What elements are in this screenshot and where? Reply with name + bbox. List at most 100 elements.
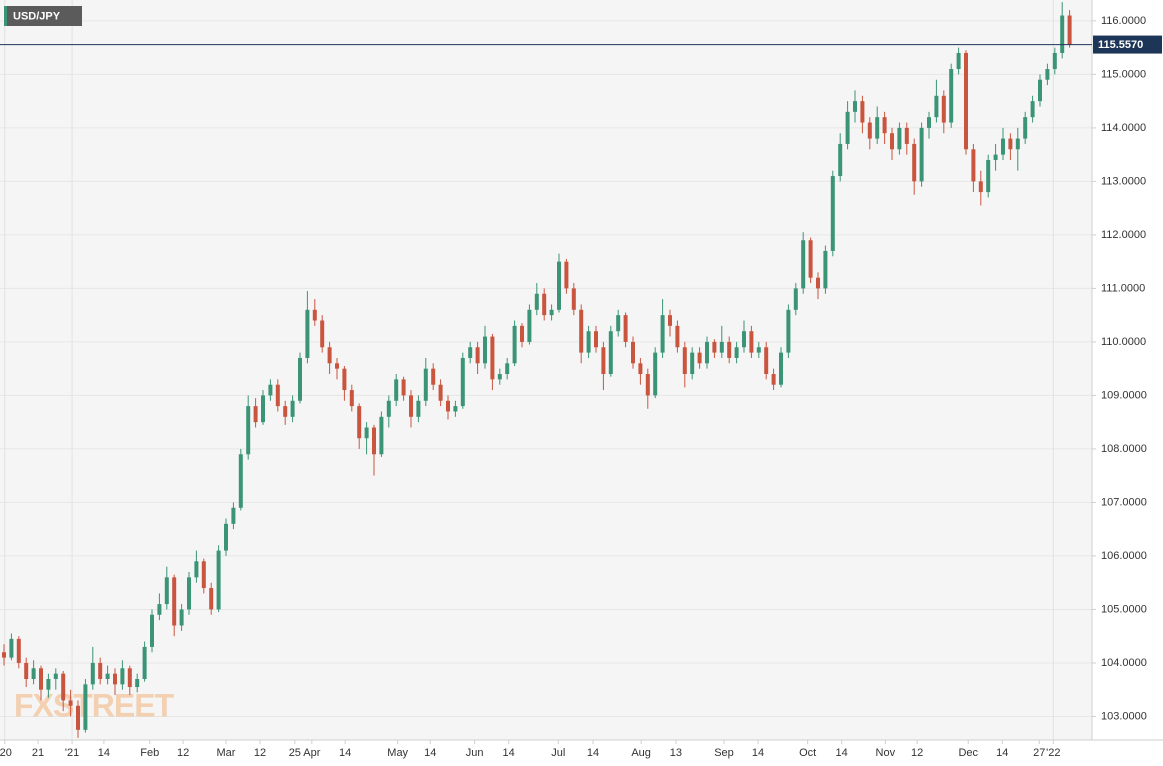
candle-body [594, 331, 598, 348]
candle-body [179, 609, 184, 626]
x-tick-label: Mar [217, 747, 236, 759]
candle-body [1030, 101, 1035, 118]
candle-body [616, 315, 621, 332]
x-tick-label: Oct [799, 747, 816, 759]
candle-body [786, 309, 791, 353]
candle-body [549, 309, 554, 316]
candle-body [113, 673, 117, 685]
axes: 103.0000 104.0000 105.0000 106.0000 107.0000… [0, 15, 1162, 759]
candle-body [682, 347, 687, 375]
y-tick-label: 103.0000 [1101, 710, 1147, 722]
candle-body [801, 240, 806, 289]
x-tick-label: 14 [424, 747, 436, 759]
x-tick-label: 12 [177, 747, 189, 759]
candle-body [431, 368, 436, 385]
y-tick-label: 109.0000 [1101, 389, 1147, 401]
candle-body [490, 336, 495, 380]
candle-body [335, 363, 339, 369]
candle-body [727, 341, 732, 358]
candle-body [668, 315, 672, 326]
candle-body [1060, 15, 1065, 53]
candle-body [475, 347, 480, 364]
candle-body [172, 577, 177, 626]
x-tick-label: '20 [0, 747, 12, 759]
candle-body [379, 416, 384, 455]
candle-body [209, 588, 214, 610]
candle-body [1045, 69, 1050, 80]
last-price-box [1093, 35, 1162, 54]
candle-body [838, 143, 843, 177]
candle-body [816, 277, 820, 289]
candle-body [468, 347, 473, 358]
x-tick-label: Nov [876, 747, 896, 759]
candle-body [830, 176, 835, 251]
candle-body [978, 181, 983, 193]
candle-body [712, 341, 717, 353]
candle-body [246, 406, 251, 455]
x-tick-label: Feb [140, 747, 159, 759]
candle-body [505, 363, 510, 375]
candle-body [98, 662, 103, 680]
candle-body [534, 293, 539, 310]
candle-body [742, 331, 746, 348]
candle-body [268, 384, 273, 396]
candle-body [690, 352, 695, 375]
x-tick-label: Aug [631, 747, 651, 759]
candle-body [734, 347, 739, 358]
candle-body [1015, 138, 1020, 150]
candle-body [608, 331, 613, 375]
candle-body [275, 384, 280, 407]
candle-body [364, 427, 369, 439]
candle-body [956, 52, 961, 70]
candle-body [342, 368, 347, 391]
candle-body [653, 352, 658, 396]
candle-body [623, 315, 628, 342]
candle-body [638, 363, 643, 375]
candle-body [61, 673, 66, 701]
candle-body [164, 577, 169, 605]
candle-body [845, 111, 850, 144]
candle-body [527, 309, 532, 342]
candle-body [1008, 138, 1013, 150]
x-tick-label: '22 [1046, 747, 1060, 759]
candle-body [446, 400, 450, 412]
y-tick-label: 107.0000 [1101, 496, 1147, 508]
y-tick-label: 105.0000 [1101, 603, 1147, 615]
y-tick-label: 113.0000 [1101, 175, 1146, 187]
x-tick-label: Jun [466, 747, 484, 759]
candle-body [46, 679, 51, 690]
candle-body [675, 325, 680, 348]
x-tick-label: 14 [503, 747, 515, 759]
x-tick-label: 12 [911, 747, 923, 759]
x-tick-label: Jul [551, 747, 565, 759]
candle-body [253, 406, 258, 423]
candle-body [53, 673, 58, 680]
candle-body [83, 684, 88, 730]
candle-body [194, 561, 199, 578]
candle-body [150, 614, 154, 647]
candle-body [16, 638, 21, 663]
candle-body [557, 261, 561, 310]
candle-body [986, 159, 991, 193]
candle-body [971, 149, 976, 182]
last-price-label: 115.5570 [1098, 39, 1143, 51]
candle-body [520, 325, 524, 342]
candle-body [320, 320, 325, 348]
candle-body [601, 347, 606, 375]
chart-title: USD/JPY [13, 10, 61, 22]
title-accent [4, 6, 7, 26]
y-tick-label: 114.0000 [1101, 122, 1146, 134]
y-tick-label: 111.0000 [1101, 282, 1145, 294]
candle-body [897, 127, 902, 150]
x-tick-label: 14 [752, 747, 764, 759]
candle-body [372, 427, 376, 455]
x-tick-label: 27 [1033, 747, 1045, 759]
candle-body [927, 117, 931, 128]
candle-body [31, 668, 36, 680]
candle-body [705, 341, 709, 364]
candle-body [438, 384, 443, 401]
candle-body [579, 309, 584, 353]
x-tick-label: 14 [339, 747, 351, 759]
candle-body [201, 561, 206, 589]
